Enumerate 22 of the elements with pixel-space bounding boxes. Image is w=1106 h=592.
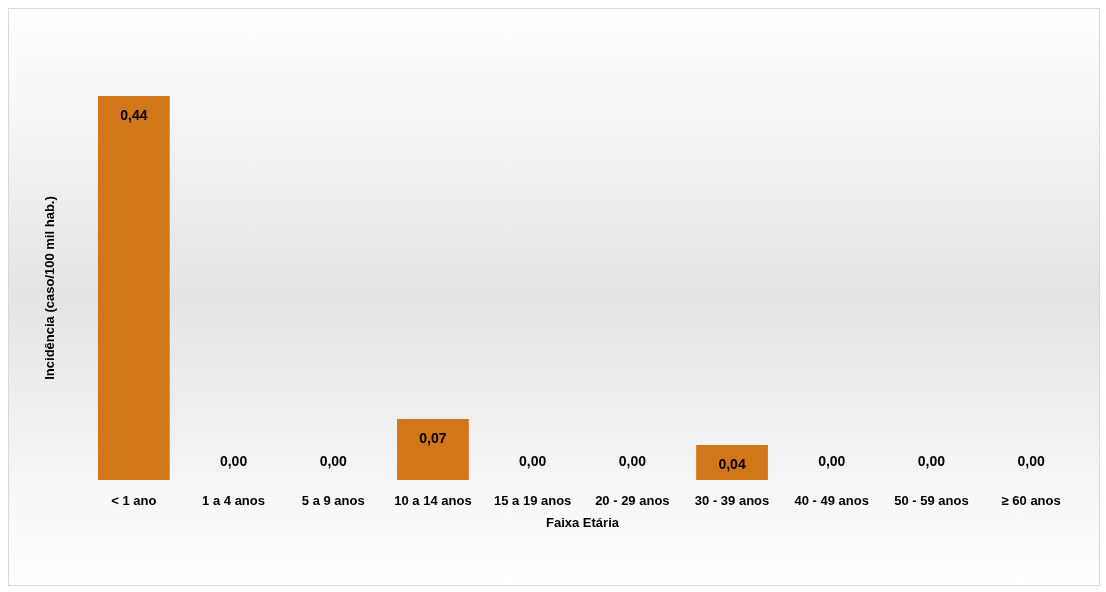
x-tick-label: ≥ 60 anos: [1001, 493, 1061, 508]
data-label: 0,00: [219, 453, 248, 469]
data-label: 0,00: [618, 453, 647, 469]
data-label: 0,00: [818, 453, 846, 469]
x-tick-label: 30 - 39 anos: [694, 493, 770, 508]
data-label: 0,07: [419, 429, 447, 446]
data-label: 0,00: [917, 453, 946, 469]
x-tick-label: 20 - 29 anos: [595, 493, 670, 508]
data-label: 0,44: [120, 107, 148, 123]
x-tick-label: < 1 ano: [111, 493, 157, 508]
data-label: 0,04: [718, 456, 746, 473]
x-tick-label: 40 - 49 anos: [794, 493, 869, 508]
x-tick-label: 1 a 4 anos: [202, 493, 265, 508]
x-tick-label: 10 a 14 anos: [394, 493, 472, 508]
data-label: 0,00: [519, 453, 547, 469]
x-tick-label: 15 a 19 anos: [493, 493, 572, 508]
x-axis-title: Faixa Etária: [546, 515, 620, 530]
data-label: 0,00: [1017, 453, 1045, 469]
x-tick-label: 5 a 9 anos: [301, 493, 365, 508]
y-axis-title: Incidência (caso/100 mil hab.): [42, 196, 57, 380]
x-tick-label: 50 - 59 anos: [894, 493, 969, 508]
data-label: 0,00: [319, 453, 348, 469]
